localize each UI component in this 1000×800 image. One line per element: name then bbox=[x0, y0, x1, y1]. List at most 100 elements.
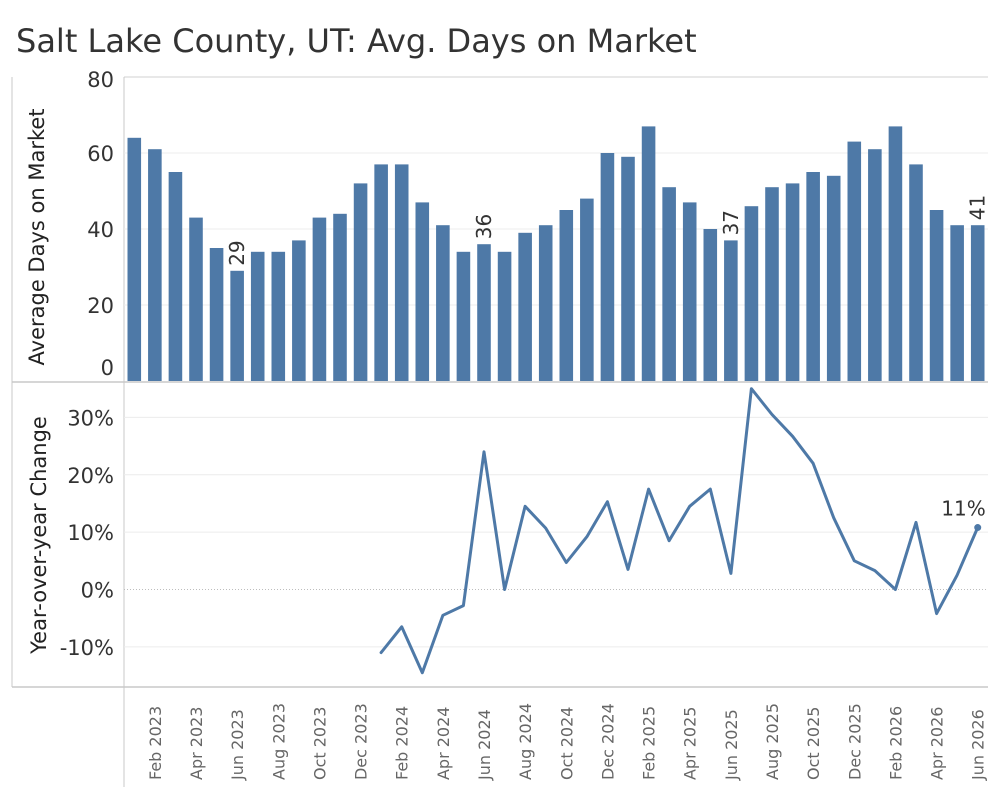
x-tick-label: Apr 2025 bbox=[681, 707, 700, 780]
line-point[interactable] bbox=[915, 521, 918, 524]
line-point[interactable] bbox=[544, 527, 547, 530]
bar[interactable] bbox=[538, 225, 553, 381]
bar[interactable] bbox=[353, 183, 368, 381]
bar[interactable] bbox=[765, 187, 779, 381]
line-point[interactable] bbox=[812, 462, 815, 465]
line-point[interactable] bbox=[565, 561, 568, 564]
line-point[interactable] bbox=[627, 568, 630, 571]
line-point[interactable] bbox=[483, 450, 486, 453]
bar[interactable] bbox=[559, 210, 574, 381]
line-point[interactable] bbox=[974, 524, 982, 532]
bar[interactable] bbox=[209, 248, 224, 381]
x-tick-label: Dec 2024 bbox=[598, 703, 617, 780]
bar[interactable] bbox=[312, 217, 327, 381]
line-point[interactable] bbox=[524, 505, 527, 508]
x-tick-label: Oct 2025 bbox=[804, 707, 823, 780]
bar[interactable] bbox=[970, 225, 985, 381]
line-point[interactable] bbox=[421, 671, 424, 674]
bar[interactable] bbox=[374, 164, 388, 381]
x-tick-label: Aug 2024 bbox=[516, 703, 535, 780]
bar[interactable] bbox=[497, 251, 512, 381]
bar[interactable] bbox=[580, 198, 594, 381]
bar[interactable] bbox=[621, 156, 635, 381]
x-tick-label: Oct 2024 bbox=[557, 707, 576, 780]
bar[interactable] bbox=[518, 232, 532, 381]
bar[interactable] bbox=[127, 137, 142, 381]
bar[interactable] bbox=[641, 126, 656, 382]
bar[interactable] bbox=[250, 251, 265, 381]
line-point[interactable] bbox=[441, 614, 444, 617]
x-tick-label: Apr 2026 bbox=[928, 707, 947, 780]
line-y-ticks: 30% 20% 10% 0% -10% bbox=[60, 406, 114, 659]
x-tick-label: Jun 2025 bbox=[722, 709, 741, 781]
line-point[interactable] bbox=[503, 588, 506, 591]
bar[interactable] bbox=[785, 183, 800, 381]
line-point[interactable] bbox=[729, 572, 732, 575]
bar[interactable] bbox=[230, 270, 244, 381]
x-tick-label: Feb 2023 bbox=[146, 706, 165, 780]
line-point[interactable] bbox=[873, 569, 876, 572]
x-tick-label: Jun 2024 bbox=[475, 709, 494, 781]
bar[interactable] bbox=[826, 175, 841, 381]
line-point[interactable] bbox=[400, 625, 403, 628]
bar[interactable] bbox=[682, 202, 697, 381]
line-point[interactable] bbox=[709, 488, 712, 491]
line-y-tick-label: -10% bbox=[60, 636, 114, 660]
line-point[interactable] bbox=[668, 539, 671, 542]
line-point[interactable] bbox=[688, 505, 691, 508]
line-point[interactable] bbox=[894, 588, 897, 591]
bar[interactable] bbox=[456, 251, 471, 381]
bar[interactable] bbox=[436, 225, 450, 381]
bar-y-tick-label: 20 bbox=[87, 294, 114, 318]
bar-series bbox=[127, 126, 985, 382]
x-tick-label: Dec 2025 bbox=[845, 703, 864, 780]
bar[interactable] bbox=[168, 172, 183, 381]
line-y-tick-label: 30% bbox=[67, 406, 114, 430]
bar[interactable] bbox=[333, 213, 347, 381]
bar[interactable] bbox=[724, 240, 738, 381]
x-axis-ticks: Feb 2023 Apr 2023 Jun 2023 Aug 2023 Oct 2023… bbox=[146, 703, 988, 781]
line-point[interactable] bbox=[647, 488, 650, 491]
bar[interactable] bbox=[744, 206, 759, 381]
bar[interactable] bbox=[292, 240, 306, 381]
bar[interactable] bbox=[806, 172, 820, 381]
x-tick-label: Aug 2023 bbox=[269, 703, 288, 780]
line-series bbox=[379, 387, 982, 675]
line-point[interactable] bbox=[832, 516, 835, 519]
bar[interactable] bbox=[909, 164, 923, 381]
bar-data-label: 37 bbox=[719, 210, 743, 235]
yoy-line[interactable] bbox=[379, 387, 980, 675]
bar[interactable] bbox=[703, 229, 718, 381]
bar[interactable] bbox=[888, 126, 903, 382]
bar[interactable] bbox=[929, 210, 944, 381]
line-point[interactable] bbox=[585, 535, 588, 538]
x-tick-label: Aug 2025 bbox=[763, 703, 782, 780]
line-point[interactable] bbox=[606, 500, 609, 503]
line-data-labels: 11% bbox=[941, 497, 985, 521]
bar[interactable] bbox=[600, 153, 615, 381]
bar[interactable] bbox=[847, 141, 862, 381]
bar[interactable] bbox=[271, 251, 286, 381]
x-tick-label: Jun 2026 bbox=[969, 709, 988, 781]
bar-gridlines bbox=[124, 152, 988, 306]
bar[interactable] bbox=[189, 217, 203, 381]
line-point[interactable] bbox=[750, 387, 753, 390]
line-point[interactable] bbox=[956, 574, 959, 577]
line-point[interactable] bbox=[462, 604, 465, 607]
bar[interactable] bbox=[868, 149, 882, 381]
line-point[interactable] bbox=[791, 435, 794, 438]
bar[interactable] bbox=[477, 244, 491, 381]
line-y-tick-label: 10% bbox=[67, 521, 114, 545]
bar[interactable] bbox=[394, 164, 409, 381]
line-point[interactable] bbox=[771, 413, 774, 416]
line-point[interactable] bbox=[853, 559, 856, 562]
bar-y-axis-label: Average Days on Market bbox=[25, 108, 49, 365]
bar[interactable] bbox=[415, 202, 430, 381]
line-point[interactable] bbox=[935, 612, 938, 615]
bar[interactable] bbox=[148, 149, 162, 381]
line-point[interactable] bbox=[380, 651, 383, 654]
bar-data-label: 36 bbox=[472, 214, 496, 239]
bar[interactable] bbox=[950, 225, 964, 381]
x-tick-label: Feb 2024 bbox=[393, 706, 412, 780]
bar[interactable] bbox=[662, 187, 676, 381]
